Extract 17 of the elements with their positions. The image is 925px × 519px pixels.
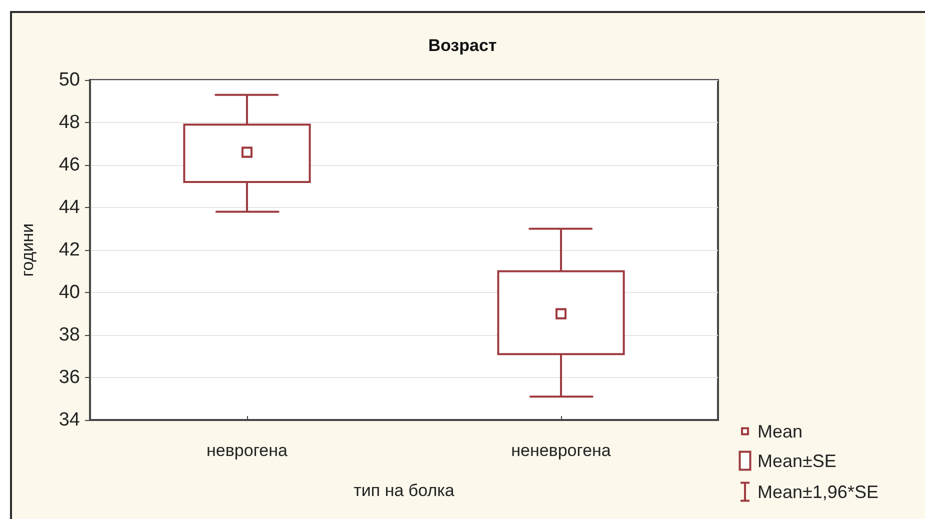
y-tick-label: 48 [58,112,80,133]
legend-label: Mean [758,421,803,442]
x-tick-label: неврогена [206,441,288,460]
y-tick-label: 34 [58,410,80,430]
y-tick-label: 38 [58,324,80,346]
y-axis-title: години [18,223,37,277]
y-tick-label: 36 [58,367,80,388]
legend-label: Mean±1,96*SE [758,482,878,502]
y-tick-label: 46 [58,154,80,176]
y-tick-label: 44 [58,197,80,218]
y-tick-label: 42 [58,240,80,260]
y-tick-label: 50 [58,70,80,90]
y-tick-label: 40 [58,282,80,303]
legend-label: Mean±SE [758,450,836,471]
chart-title: Возраст [428,36,497,55]
x-tick-label: неневрогена [511,441,612,460]
x-axis-title: тип на болка [354,481,455,500]
